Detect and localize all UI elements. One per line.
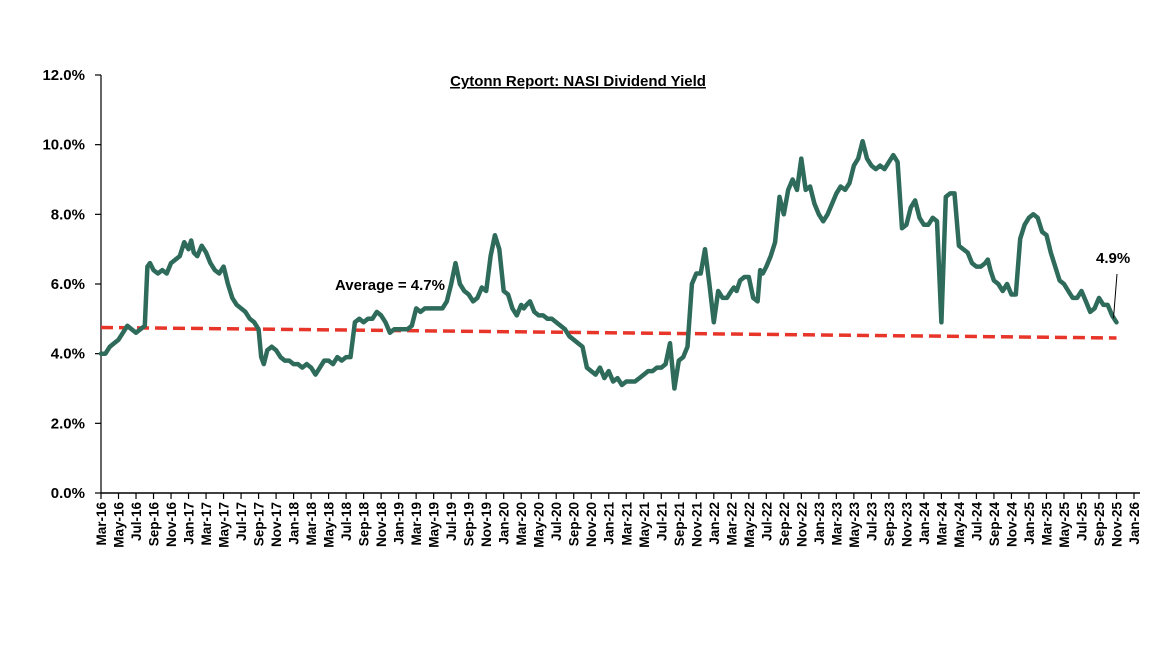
x-tick-label: Jan-17 xyxy=(182,502,197,545)
x-tick-label: Mar-25 xyxy=(1039,502,1054,546)
x-tick-label: Jul-19 xyxy=(444,502,459,541)
x-tick-label: May-16 xyxy=(112,502,127,548)
x-tick-label: Sep-18 xyxy=(357,502,372,547)
x-tick-label: Jul-21 xyxy=(654,502,669,542)
x-tick-label: Nov-22 xyxy=(794,502,809,547)
x-tick-label: Nov-23 xyxy=(899,502,914,548)
x-tick-label: May-22 xyxy=(742,502,757,548)
chart-title: Cytonn Report: NASI Dividend Yield xyxy=(450,73,706,90)
y-tick-label: 10.0% xyxy=(42,137,85,154)
x-tick-label: Mar-18 xyxy=(304,502,319,546)
x-tick-label: Mar-16 xyxy=(94,502,109,546)
x-tick-label: Jan-18 xyxy=(287,502,302,545)
x-tick-label: Nov-16 xyxy=(164,502,179,548)
average-annotation: Average = 4.7% xyxy=(335,277,445,294)
y-tick-label: 12.0% xyxy=(42,67,85,84)
average-line xyxy=(100,325,1117,340)
x-axis: Mar-16 May-16 Jul-16 Sep-16 Nov-16 Jan-17 Mar-… xyxy=(94,492,1142,548)
x-tick-label: Sep-24 xyxy=(987,502,1002,547)
x-tick-label: Sep-16 xyxy=(147,502,162,547)
x-tick-label: Mar-21 xyxy=(619,502,634,546)
x-tick-label: Nov-20 xyxy=(584,502,599,547)
x-tick-label: Jan-24 xyxy=(917,502,932,545)
x-tick-label: Sep-19 xyxy=(462,502,477,546)
x-tick-label: May-23 xyxy=(847,502,862,548)
x-tick-label: May-24 xyxy=(952,502,967,548)
x-tick-label: Sep-22 xyxy=(777,502,792,546)
x-tick-label: May-19 xyxy=(427,502,442,548)
x-tick-label: Jan-23 xyxy=(812,502,827,545)
x-tick-label: Jul-22 xyxy=(759,502,774,541)
x-tick-label: Sep-21 xyxy=(672,502,687,547)
x-tick-label: Jul-25 xyxy=(1074,502,1089,542)
x-tick-label: Sep-17 xyxy=(252,502,267,546)
x-tick-label: Jan-21 xyxy=(602,502,617,545)
x-tick-label: Nov-24 xyxy=(1004,502,1019,548)
y-tick-label: 2.0% xyxy=(51,415,85,432)
x-tick-label: Jan-20 xyxy=(497,502,512,545)
dividend-yield-line xyxy=(98,138,1119,391)
x-tick-label: Mar-23 xyxy=(829,502,844,546)
x-tick-label: Jul-23 xyxy=(864,502,879,542)
y-tick-label: 8.0% xyxy=(51,206,85,223)
x-tick-label: May-17 xyxy=(217,502,232,548)
x-tick-label: Nov-17 xyxy=(269,502,284,547)
x-tick-label: May-20 xyxy=(532,502,547,548)
y-tick-label: 4.0% xyxy=(51,346,85,363)
x-tick-label: Jul-17 xyxy=(234,502,249,541)
x-tick-label: Mar-20 xyxy=(514,502,529,546)
x-tick-label: Jul-20 xyxy=(549,502,564,541)
x-tick-label: Sep-20 xyxy=(567,502,582,546)
x-tick-label: Sep-25 xyxy=(1092,502,1107,547)
x-tick-label: Nov-25 xyxy=(1109,502,1124,548)
x-tick-label: Mar-19 xyxy=(409,502,424,546)
series-layer xyxy=(98,138,1119,391)
y-tick-label: 6.0% xyxy=(51,276,85,293)
x-tick-label: Nov-19 xyxy=(479,502,494,547)
x-tick-label: Nov-18 xyxy=(374,502,389,548)
x-tick-label: Nov-21 xyxy=(689,502,704,548)
y-axis: 0.0% 2.0% 4.0% 6.0% 8.0% 10.0% 12.0% xyxy=(42,67,102,502)
y-tick-label: 0.0% xyxy=(51,485,85,502)
x-tick-label: Sep-23 xyxy=(882,502,897,547)
last-value-leader-line xyxy=(1112,273,1118,319)
x-tick-label: Jul-24 xyxy=(969,502,984,542)
x-tick-label: May-21 xyxy=(637,502,652,548)
x-tick-label: May-18 xyxy=(322,502,337,548)
x-tick-label: Jul-16 xyxy=(129,502,144,542)
x-tick-label: Jan-22 xyxy=(707,502,722,545)
last-value-annotation: 4.9% xyxy=(1096,250,1130,267)
x-tick-label: Jan-26 xyxy=(1127,502,1142,545)
x-tick-label: Jan-19 xyxy=(392,502,407,545)
x-tick-label: Jul-18 xyxy=(339,502,354,542)
x-tick-label: Jan-25 xyxy=(1022,502,1037,545)
x-tick-label: Mar-17 xyxy=(199,502,214,546)
x-tick-label: Mar-24 xyxy=(934,502,949,546)
x-tick-label: May-25 xyxy=(1057,502,1072,548)
x-tick-label: Mar-22 xyxy=(724,502,739,546)
